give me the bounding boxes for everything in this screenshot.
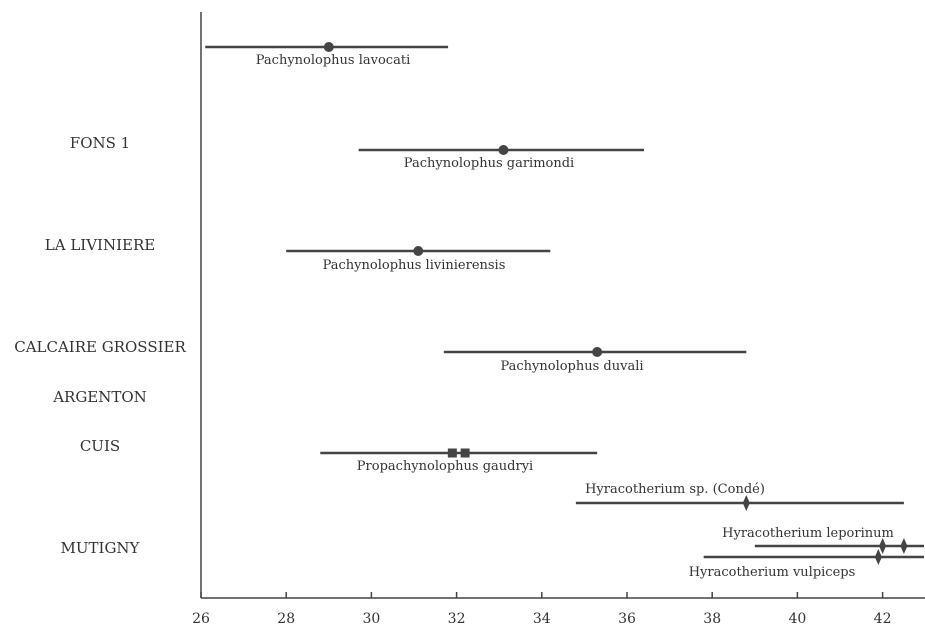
data-point-diamond xyxy=(879,538,887,554)
x-tick-label: 26 xyxy=(192,611,210,627)
data-point-circle xyxy=(413,246,424,256)
site-label: MUTIGNY xyxy=(61,539,141,557)
site-label: LA LIVINIERE xyxy=(45,236,155,254)
series-label: Pachynolophus garimondi xyxy=(404,156,574,171)
series-label: Propachynolophus gaudryi xyxy=(357,459,533,474)
site-label: CALCAIRE GROSSIER xyxy=(14,338,186,356)
data-point-circle xyxy=(592,347,603,357)
range-bar: Pachynolophus garimondi xyxy=(358,145,645,171)
series-label: Pachynolophus livinierensis xyxy=(323,258,506,273)
x-tick-label: 38 xyxy=(703,611,721,627)
data-point-diamond xyxy=(874,549,882,565)
data-point-square xyxy=(447,448,457,458)
range-bars: Pachynolophus lavocati Pachynolophus gari… xyxy=(205,42,924,580)
x-tick-label: 32 xyxy=(448,611,466,627)
range-bar: Propachynolophus gaudryi xyxy=(320,448,598,474)
site-label: FONS 1 xyxy=(70,134,130,152)
data-point-diamond xyxy=(742,495,750,511)
x-tick-label: 36 xyxy=(618,611,636,627)
x-tick-label: 34 xyxy=(533,611,551,627)
x-tick-label: 42 xyxy=(874,611,892,627)
series-label: Hyracotherium leporinum xyxy=(722,526,894,541)
series-label: Hyracotherium vulpiceps xyxy=(689,565,856,580)
x-tick-label: 40 xyxy=(788,611,806,627)
site-label: CUIS xyxy=(80,437,120,455)
data-point-circle xyxy=(498,145,509,155)
range-bar: Pachynolophus duvali xyxy=(443,347,747,374)
x-tick-label: 30 xyxy=(362,611,380,627)
series-label: Pachynolophus lavocati xyxy=(256,53,410,68)
range-bar: Hyracotherium vulpiceps xyxy=(689,549,924,580)
data-point-square xyxy=(460,448,470,458)
data-point-diamond xyxy=(900,538,908,554)
site-labels: FONS 1 LA LIVINIERE CALCAIRE GROSSIER ARGEN… xyxy=(14,134,186,557)
series-label: Pachynolophus duvali xyxy=(500,359,643,374)
range-bar: Hyracotherium leporinum xyxy=(722,526,924,554)
range-bar: Pachynolophus livinierensis xyxy=(286,246,551,273)
range-bar: Pachynolophus lavocati xyxy=(205,42,449,68)
series-label: Hyracotherium sp. (Condé) xyxy=(585,482,765,497)
site-label: ARGENTON xyxy=(52,388,147,406)
x-ticks: 2628303234363840424446 xyxy=(192,592,892,627)
data-point-circle xyxy=(323,42,334,52)
x-tick-label: 28 xyxy=(277,611,295,627)
range-bar: Hyracotherium sp. (Condé) xyxy=(575,482,904,511)
